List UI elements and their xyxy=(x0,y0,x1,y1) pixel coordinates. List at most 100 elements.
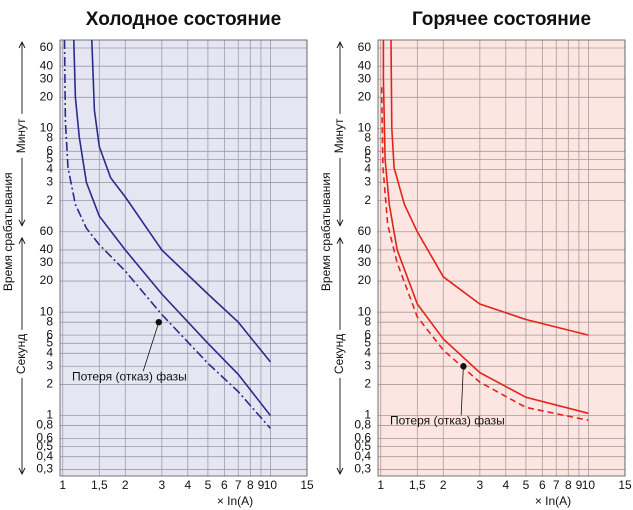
y-tick-label: 40 xyxy=(40,242,54,256)
y-tick-label: 60 xyxy=(40,40,54,54)
x-tick-label: 4 xyxy=(502,478,509,492)
y-tick-label: 40 xyxy=(358,58,372,72)
y-tick-label: 6 xyxy=(46,144,53,158)
x-tick-label: 5 xyxy=(205,478,212,492)
y-tick-label: 30 xyxy=(40,71,54,85)
curve xyxy=(63,39,272,429)
x-tick-label: 5 xyxy=(523,478,530,492)
y-tick-label: 6 xyxy=(46,327,53,341)
x-tick-label: 8 xyxy=(565,478,572,492)
y-tick-label: 60 xyxy=(358,224,372,238)
y-tick-label: 5 xyxy=(364,152,371,166)
x-tick-label: 7 xyxy=(553,478,560,492)
y-tick-label: 10 xyxy=(358,304,372,318)
x-tick-label: 1,5 xyxy=(91,478,108,492)
x-tick-label: 2 xyxy=(122,478,129,492)
y-tick-label: 0,8 xyxy=(36,418,53,432)
minutes-label: Минут xyxy=(14,118,28,153)
label-backing xyxy=(333,329,347,378)
x-tick-label: 1,5 xyxy=(409,478,426,492)
y-axis-label: Время срабатывания xyxy=(1,172,15,291)
x-tick-label: 1 xyxy=(59,478,66,492)
x-tick-label: 4 xyxy=(184,478,191,492)
y-tick-label: 0,4 xyxy=(36,449,53,463)
annotation-pointer xyxy=(142,322,160,372)
y-tick-label: 0,3 xyxy=(36,462,53,476)
y-tick-label: 40 xyxy=(358,242,372,256)
y-tick-label: 0,5 xyxy=(354,439,371,453)
y-tick-label: 5 xyxy=(364,335,371,349)
x-tick-label: 2 xyxy=(440,478,447,492)
y-tick-label: 10 xyxy=(40,121,54,135)
x-tick-label: 3 xyxy=(476,478,483,492)
annotation: Потеря (отказ) фазы xyxy=(390,413,505,427)
x-tick-label: 7 xyxy=(235,478,242,492)
y-tick-label: 20 xyxy=(40,273,54,287)
y-tick-label: 20 xyxy=(358,273,372,287)
annotation-point xyxy=(155,318,162,326)
arrow-head xyxy=(336,40,344,227)
y-tick-label: 5 xyxy=(46,335,53,349)
label-backing xyxy=(333,113,347,158)
y-tick-label: 5 xyxy=(46,152,53,166)
y-tick-label: 3 xyxy=(364,358,371,372)
y-tick-label: 3 xyxy=(46,175,53,189)
annotation: Потеря (отказ) фазы xyxy=(72,369,187,383)
minutes-label: Минут xyxy=(332,118,346,153)
chart-title: Горячее состояние xyxy=(412,9,591,30)
arrow-head xyxy=(336,236,344,476)
y-tick-label: 2 xyxy=(364,193,371,207)
x-axis-label: × In(A) xyxy=(217,494,253,508)
plot-background xyxy=(378,40,625,476)
x-tick-label: 9 xyxy=(258,478,265,492)
y-tick-label: 60 xyxy=(40,224,54,238)
plot-frame xyxy=(59,39,308,477)
y-tick-label: 8 xyxy=(364,131,371,145)
y-tick-label: 0,4 xyxy=(354,449,371,463)
y-tick-label: 6 xyxy=(364,327,371,341)
y-tick-label: 30 xyxy=(40,255,54,269)
y-tick-label: 4 xyxy=(46,345,53,359)
curve xyxy=(382,40,589,415)
y-axis-label: Время срабатывания xyxy=(319,172,333,291)
arrow-head xyxy=(18,40,26,227)
x-tick-label: 15 xyxy=(618,478,632,492)
x-tick-label: 10 xyxy=(264,478,278,492)
y-tick-label: 8 xyxy=(364,314,371,328)
x-tick-label: 1 xyxy=(377,478,384,492)
plot-background xyxy=(60,40,307,476)
y-tick-label: 2 xyxy=(364,377,371,391)
y-tick-label: 4 xyxy=(364,345,371,359)
y-tick-label: 1 xyxy=(46,408,53,422)
x-tick-label: 3 xyxy=(158,478,165,492)
chart-title: Холодное состояние xyxy=(86,9,281,30)
y-tick-label: 20 xyxy=(40,89,54,103)
y-tick-label: 40 xyxy=(40,58,54,72)
annotation-point xyxy=(460,363,467,370)
y-tick-label: 60 xyxy=(358,40,372,54)
y-tick-label: 6 xyxy=(364,144,371,158)
seconds-label: Секунд xyxy=(14,334,28,374)
y-tick-label: 2 xyxy=(46,193,53,207)
y-tick-label: 10 xyxy=(40,304,54,318)
y-tick-label: 30 xyxy=(358,255,372,269)
y-tick-label: 4 xyxy=(46,162,53,176)
arrow-head xyxy=(18,236,26,476)
y-tick-label: 2 xyxy=(46,377,53,391)
y-tick-label: 10 xyxy=(358,121,372,135)
y-tick-label: 1 xyxy=(364,408,371,422)
y-tick-label: 0,3 xyxy=(354,462,371,476)
x-tick-label: 6 xyxy=(539,478,546,492)
y-tick-label: 8 xyxy=(46,314,53,328)
x-axis-label: × In(A) xyxy=(535,494,571,508)
seconds-label: Секунд xyxy=(332,334,346,374)
curve xyxy=(73,39,272,416)
y-tick-label: 0,6 xyxy=(354,431,371,445)
label-backing xyxy=(15,113,29,158)
x-tick-label: 6 xyxy=(221,478,228,492)
y-tick-label: 0,6 xyxy=(36,431,53,445)
x-tick-label: 15 xyxy=(300,478,314,492)
y-tick-label: 0,8 xyxy=(354,418,371,432)
plot-frame xyxy=(377,39,626,477)
